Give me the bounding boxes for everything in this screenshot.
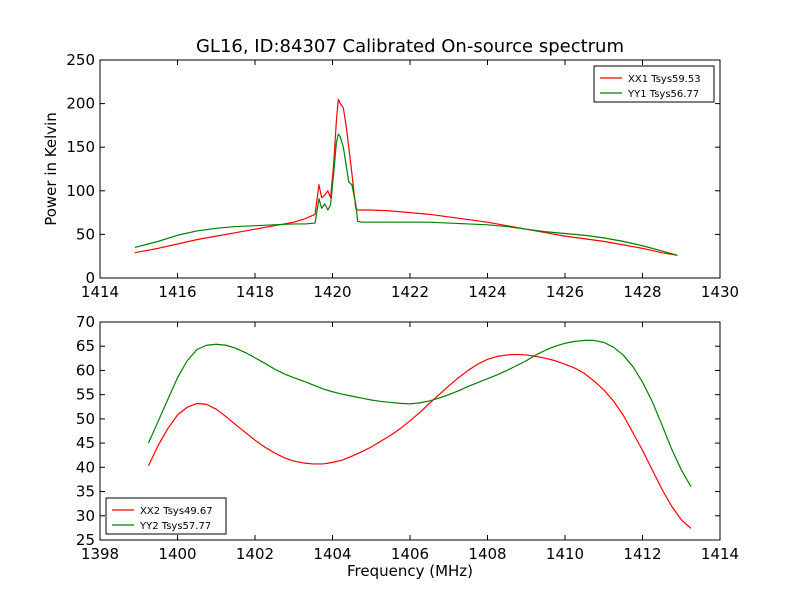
top-x-tick-label: 1418 [236,283,274,301]
top-x-tick-label: 1424 [468,283,506,301]
bottom-y-tick-label: 25 [76,531,95,549]
bottom-x-tick-label: 1414 [701,545,739,563]
top-y-tick-label: 100 [66,182,95,200]
bottom-y-tick-label: 45 [76,434,95,452]
bottom-y-tick-label: 50 [76,410,95,428]
top-x-tick-label: 1426 [546,283,584,301]
top-x-tick-label: 1430 [701,283,739,301]
bottom-x-tick-label: 1404 [313,545,351,563]
bottom-legend-label-2: YY2 Tsys57.77 [139,521,211,532]
top-series-line-2 [134,133,678,256]
bottom-y-tick-label: 65 [76,337,95,355]
top-legend: XX1 Tsys59.53 YY1 Tsys56.77 [593,65,715,103]
top-y-tick-label: 150 [66,138,95,156]
bottom-y-tick-label: 55 [76,386,95,404]
bottom-y-tick-label: 30 [76,507,95,525]
bottom-series-line-1 [147,353,692,529]
top-x-tick-label: 1416 [158,283,196,301]
top-y-tick-label: 250 [66,51,95,69]
bottom-x-tick-label: 1410 [546,545,584,563]
bottom-legend: XX2 Tsys49.67 YY2 Tsys57.77 [105,497,227,535]
bottom-series-line-2 [147,339,692,488]
bottom-x-tick-label: 1412 [623,545,661,563]
bottom-y-tick-label: 70 [76,313,95,331]
x-axis-label: Frequency (MHz) [347,562,473,580]
bottom-x-tick-label: 1398 [81,545,119,563]
top-y-axis-label: Power in Kelvin [42,112,60,226]
top-spectrum-panel: 1414 1416 1418 1420 1422 1424 1426 1428 1430 0 50 1… [42,51,739,301]
bottom-y-tick-label: 60 [76,361,95,379]
bottom-x-tick-label: 1400 [158,545,196,563]
bottom-x-tick-label: 1406 [391,545,429,563]
top-legend-label-2: YY1 Tsys56.77 [627,89,699,100]
top-x-tick-label: 1428 [623,283,661,301]
bottom-y-tick-label: 35 [76,483,95,501]
bottom-legend-label-1: XX2 Tsys49.67 [140,506,213,517]
top-y-tick-label: 50 [76,225,95,243]
top-legend-label-1: XX1 Tsys59.53 [628,74,701,85]
bottom-x-tick-label: 1402 [236,545,274,563]
bottom-y-tick-label: 40 [76,458,95,476]
bottom-legend-box [105,497,227,535]
top-legend-box [593,65,715,103]
bottom-x-tick-label: 1408 [468,545,506,563]
top-x-tick-label: 1420 [313,283,351,301]
top-x-tick-label: 1414 [81,283,119,301]
top-x-tick-label: 1422 [391,283,429,301]
bottom-spectrum-panel: 1398 1400 1402 1404 1406 1408 1410 1412 1414 25 30… [76,313,739,563]
chart-title: GL16, ID:84307 Calibrated On-source spec… [196,36,624,57]
top-y-tick-label: 200 [66,95,95,113]
top-y-tick-label: 0 [85,269,95,287]
